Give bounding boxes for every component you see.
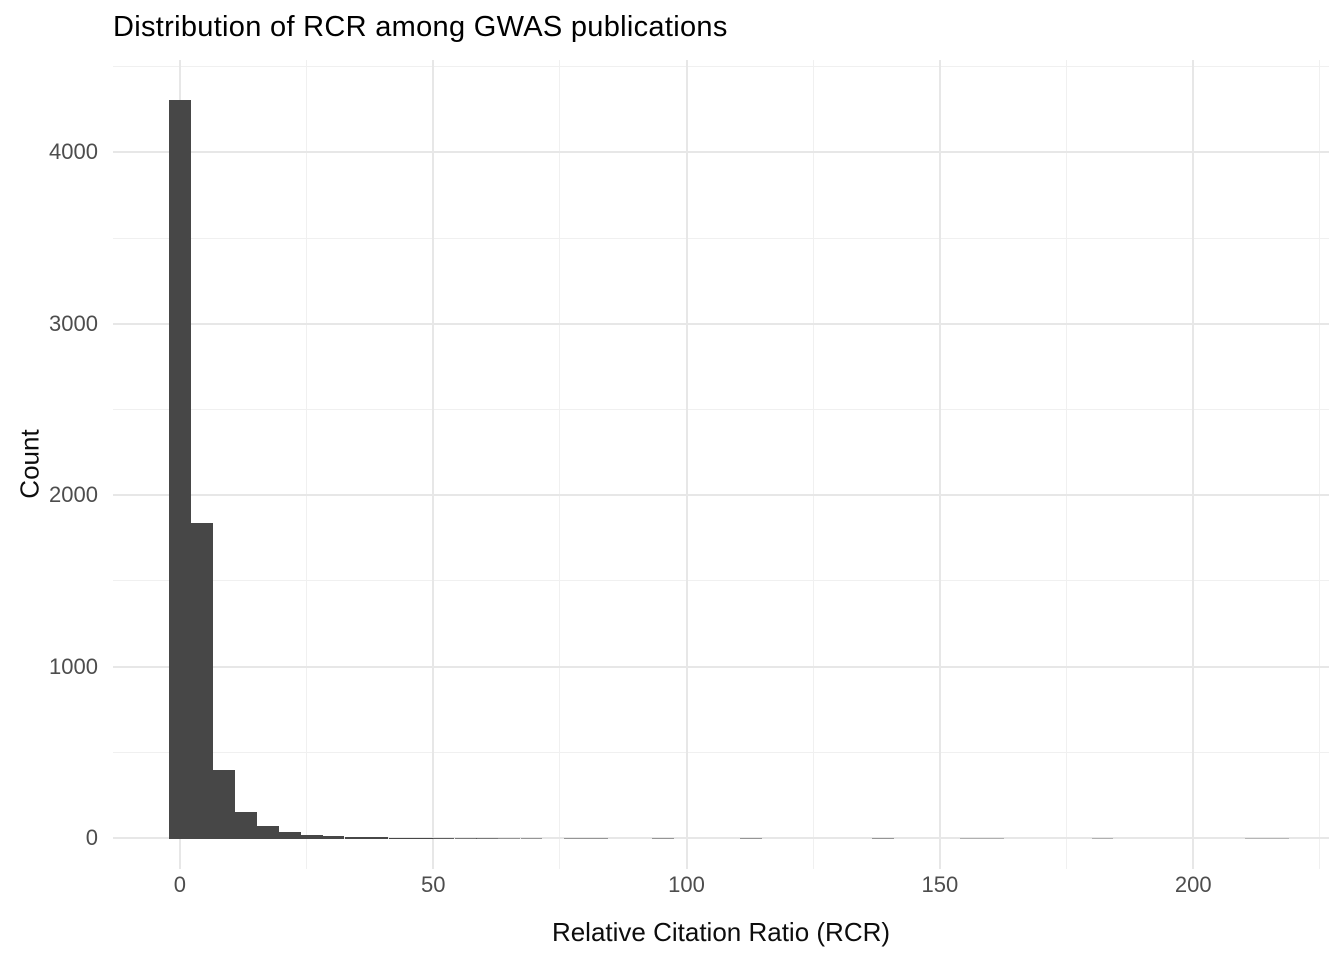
chart-title: Distribution of RCR among GWAS publicati… bbox=[113, 11, 728, 43]
y-tick-label: 0 bbox=[85, 824, 98, 850]
gridline-horizontal bbox=[113, 751, 1329, 753]
histogram-bar bbox=[256, 825, 279, 839]
gridline-vertical bbox=[938, 60, 941, 869]
gridline-vertical bbox=[1066, 60, 1068, 869]
histogram-bar bbox=[278, 831, 301, 839]
gridline-vertical bbox=[559, 60, 561, 869]
gridline-horizontal bbox=[113, 494, 1329, 497]
y-tick-label: 2000 bbox=[49, 482, 98, 508]
gridline-horizontal bbox=[113, 836, 1329, 839]
gridline-vertical bbox=[306, 60, 308, 869]
histogram-bar bbox=[410, 837, 433, 839]
histogram-bar bbox=[586, 837, 609, 839]
gridline-horizontal bbox=[113, 665, 1329, 668]
histogram-bar bbox=[739, 837, 762, 839]
histogram-bar bbox=[1091, 837, 1114, 839]
histogram-bar bbox=[344, 836, 367, 839]
histogram-bar bbox=[190, 522, 213, 839]
histogram-bar bbox=[564, 837, 587, 839]
gridline-horizontal bbox=[113, 322, 1329, 325]
y-tick-label: 4000 bbox=[49, 139, 98, 165]
histogram-bar bbox=[212, 769, 235, 839]
y-tick-label: 3000 bbox=[49, 310, 98, 336]
histogram-bar bbox=[454, 837, 477, 839]
histogram-bar bbox=[959, 837, 982, 839]
gridline-horizontal bbox=[113, 580, 1329, 582]
histogram-bar bbox=[388, 837, 411, 839]
histogram-bar bbox=[476, 837, 499, 839]
x-tick-label: 200 bbox=[1174, 872, 1212, 897]
gridline-horizontal bbox=[113, 151, 1329, 154]
x-tick-label: 50 bbox=[420, 872, 446, 897]
histogram-bar bbox=[520, 837, 543, 839]
gridline-vertical bbox=[685, 60, 688, 869]
histogram-bar bbox=[1267, 837, 1290, 839]
histogram-bar bbox=[234, 811, 257, 839]
gridline-vertical bbox=[1192, 60, 1195, 869]
gridline-vertical bbox=[432, 60, 435, 869]
gridline-horizontal bbox=[113, 66, 1329, 68]
histogram-bar bbox=[168, 100, 191, 839]
gridline-vertical bbox=[1319, 60, 1321, 869]
y-tick-label: 1000 bbox=[49, 653, 98, 679]
histogram-bar bbox=[871, 837, 894, 839]
x-axis-title: Relative Citation Ratio (RCR) bbox=[551, 917, 891, 947]
gridline-vertical bbox=[812, 60, 814, 869]
histogram-bar bbox=[366, 837, 389, 839]
histogram-bar bbox=[1245, 837, 1267, 839]
histogram-bar bbox=[981, 837, 1004, 839]
histogram-bar bbox=[300, 834, 323, 839]
x-tick-label: 150 bbox=[921, 872, 959, 897]
gridline-horizontal bbox=[113, 237, 1329, 239]
histogram-bar bbox=[652, 837, 675, 839]
x-tick-label: 0 bbox=[173, 872, 186, 897]
histogram-bar bbox=[432, 837, 455, 839]
x-tick-label: 100 bbox=[668, 872, 705, 897]
histogram-bar bbox=[322, 836, 345, 839]
plot-area bbox=[113, 60, 1329, 869]
gridline-horizontal bbox=[113, 408, 1329, 410]
histogram-bar bbox=[498, 837, 521, 839]
